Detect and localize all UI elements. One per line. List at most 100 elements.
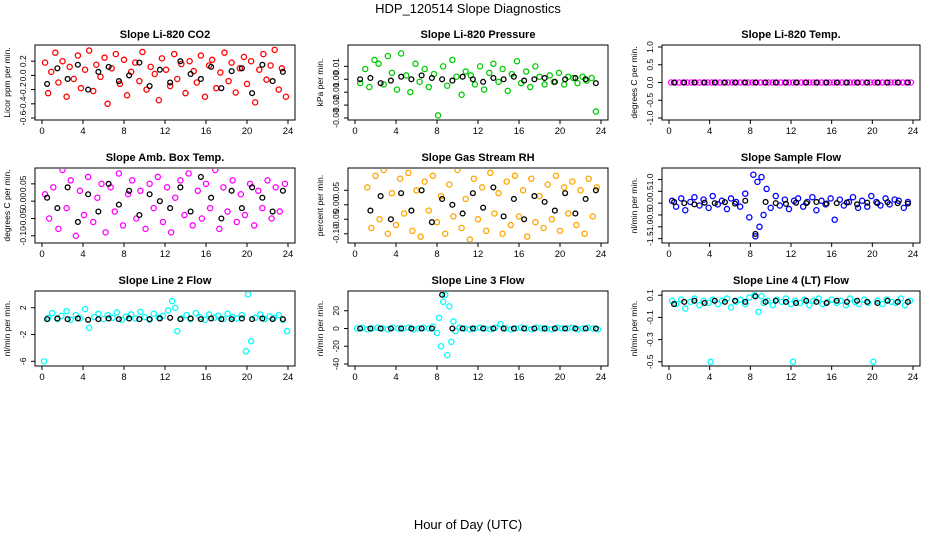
data-point — [471, 81, 479, 88]
data-point — [441, 230, 449, 238]
hourly-point — [367, 325, 374, 332]
hourly-point — [582, 76, 589, 83]
data-point — [490, 60, 497, 68]
hourly-point — [874, 299, 881, 307]
data-point — [47, 68, 55, 76]
hourly-point — [167, 314, 174, 321]
data-point — [421, 65, 428, 73]
data-point — [154, 173, 162, 181]
data-point — [879, 300, 886, 308]
y-axis-label: Licor ppm per min. — [2, 47, 12, 117]
x-tick-label: 20 — [242, 249, 253, 260]
data-point — [166, 82, 174, 90]
hourly-point — [894, 79, 901, 86]
data-point — [197, 52, 205, 59]
hourly-point — [843, 298, 850, 305]
data-point — [864, 203, 871, 210]
x-tick-label: 12 — [786, 249, 797, 260]
y-axis-label: nl/min per min. — [2, 301, 12, 357]
data-point — [221, 49, 228, 56]
hourly-point — [711, 297, 718, 304]
hourly-point — [238, 205, 245, 212]
x-tick-label: 16 — [201, 249, 212, 260]
x-tick-label: 12 — [160, 372, 171, 383]
hourly-point — [843, 79, 850, 86]
y-tick-label: -1.5 — [645, 231, 655, 246]
panel-title: Slope Line 3 Flow — [432, 275, 525, 287]
points-layer — [356, 50, 600, 119]
hourly-point — [44, 194, 51, 201]
y-axis-label: degrees C per min. — [2, 169, 12, 241]
hourly-point — [813, 79, 820, 86]
hourly-point — [762, 198, 769, 206]
hourly-point — [701, 199, 708, 206]
y-tick-label: 0.2 — [18, 55, 28, 67]
data-point — [44, 89, 52, 97]
data-point — [229, 177, 236, 184]
hourly-point — [269, 78, 276, 85]
hourly-point — [208, 194, 215, 201]
data-point — [55, 79, 62, 86]
data-point — [76, 315, 84, 322]
hourly-point — [894, 200, 901, 207]
x-tick-label: 0 — [352, 126, 357, 137]
data-point — [41, 59, 49, 66]
hourly-point — [208, 315, 215, 322]
data-point — [413, 187, 420, 194]
panel-5: Slope Gas Stream RH percent per min. 0 4 8 12… — [315, 152, 609, 260]
data-point — [282, 93, 290, 100]
x-tick-label: 0 — [39, 372, 44, 383]
x-tick-label: 24 — [908, 249, 919, 260]
x-tick-label: 24 — [283, 249, 294, 260]
data-point — [70, 75, 78, 83]
data-point — [224, 208, 231, 215]
data-point — [573, 221, 580, 229]
hourly-point — [592, 80, 599, 87]
x-tick-label: 16 — [201, 126, 212, 137]
y-tick-label: 2 — [18, 305, 28, 310]
y-tick-label: 0.00 — [331, 71, 341, 88]
data-point — [388, 189, 396, 197]
hourly-point — [894, 298, 901, 305]
hourly-point — [854, 201, 861, 208]
hourly-point — [418, 72, 425, 79]
hourly-point — [823, 299, 830, 307]
data-point — [541, 81, 548, 88]
data-point — [499, 230, 506, 238]
hourly-point — [357, 76, 364, 83]
data-point — [705, 299, 712, 307]
data-point — [201, 316, 209, 324]
data-point — [263, 76, 270, 83]
data-point — [742, 190, 749, 197]
data-point — [198, 215, 206, 222]
data-point — [482, 227, 490, 235]
data-point — [189, 222, 196, 229]
hourly-point — [793, 299, 800, 307]
data-point — [372, 172, 379, 180]
hourly-point — [126, 187, 133, 194]
hourly-point — [64, 184, 71, 191]
hourly-point — [167, 79, 174, 86]
x-tick-label: 4 — [393, 126, 398, 137]
hourly-point — [126, 315, 133, 322]
points-layer — [668, 292, 914, 365]
data-point — [58, 312, 65, 320]
hourly-point — [126, 72, 133, 79]
data-point — [283, 327, 291, 335]
y-tick-label: 0.0 — [18, 69, 28, 81]
data-point — [450, 213, 457, 220]
data-point — [755, 308, 762, 316]
data-point — [486, 69, 493, 77]
data-point — [519, 187, 527, 194]
data-point — [402, 72, 410, 79]
hourly-point — [762, 79, 769, 86]
data-point — [405, 169, 412, 177]
x-tick-label: 8 — [434, 249, 439, 260]
panel-3: Slope Li-820 Temp. degrees C per min. 0 4 8 1… — [629, 29, 921, 137]
hourly-point — [398, 325, 405, 332]
data-point — [480, 86, 488, 93]
x-tick-label: 4 — [393, 249, 398, 260]
y-axis-label: percent per min. — [315, 175, 325, 236]
data-point — [238, 311, 246, 319]
y-tick-label: -0.4 — [18, 96, 28, 111]
